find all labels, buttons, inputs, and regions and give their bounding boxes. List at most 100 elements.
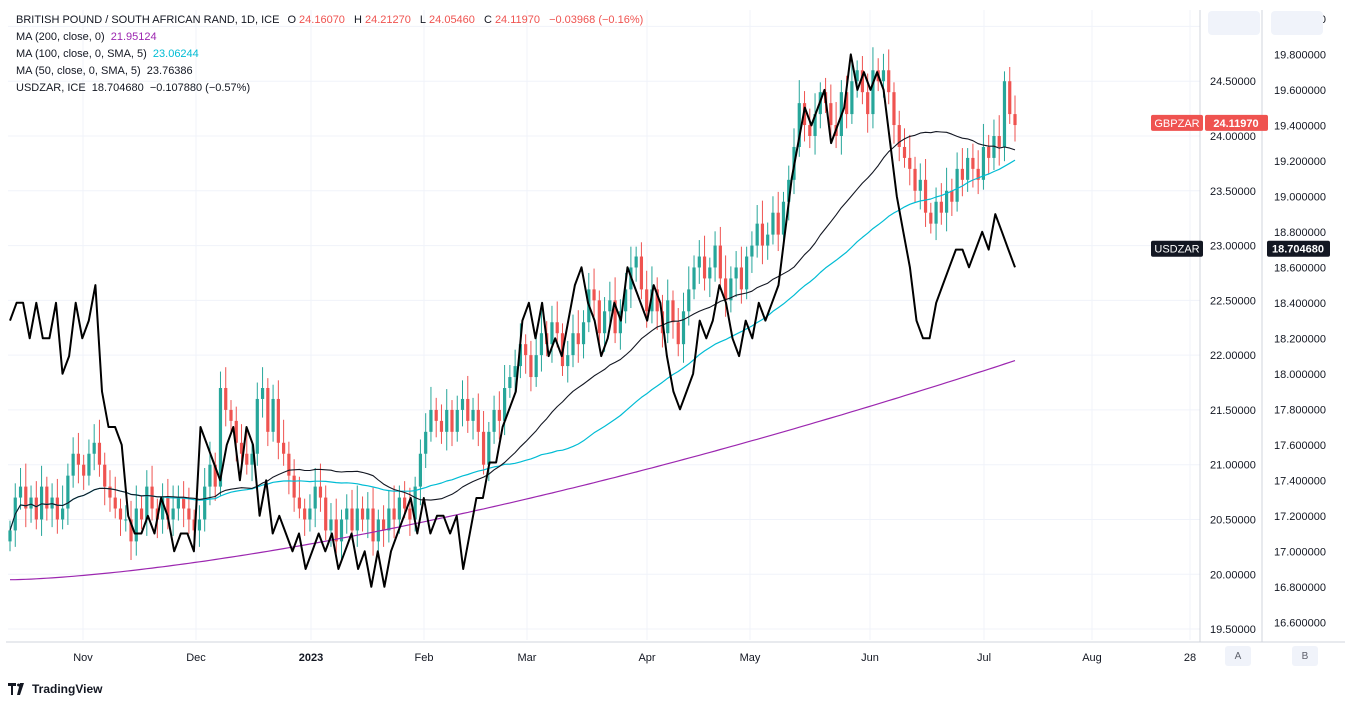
gbpzar-candle xyxy=(113,497,117,509)
gbpzar-candle xyxy=(860,70,865,93)
gbpzar-candle xyxy=(245,453,249,465)
left-tick-label: 21.50000 xyxy=(1210,405,1256,417)
gbpzar-candle xyxy=(371,508,375,542)
time-tick-label: Mar xyxy=(518,652,537,664)
tradingview-logo[interactable]: TradingView xyxy=(8,682,102,696)
gbpzar-candle xyxy=(966,157,970,180)
gbpzar-candle xyxy=(539,333,544,356)
gbpzar-candle xyxy=(334,519,338,542)
gbpzar-candle xyxy=(960,168,964,180)
gbpzar-candle xyxy=(134,508,138,542)
usdzar-series xyxy=(9,53,1016,588)
legend-open-label: O xyxy=(287,14,297,26)
gbpzar-candle xyxy=(934,201,938,224)
gbpzar-candle xyxy=(450,409,454,432)
gbpzar-candle xyxy=(745,256,749,290)
gbpzar-candle xyxy=(381,519,386,531)
gbpzar-candle xyxy=(487,431,491,465)
gbpzar-candle xyxy=(250,453,254,465)
ma200-line xyxy=(10,360,1016,581)
gbpzar-candle xyxy=(297,497,301,509)
legend-main: BRITISH POUND / SOUTH AFRICAN RAND, 1D, … xyxy=(16,12,646,29)
gbpzar-candle xyxy=(308,508,312,520)
gbpzar-candle xyxy=(666,300,670,334)
scale-b-button[interactable]: B xyxy=(1292,646,1318,666)
legend-open: 24.16070 xyxy=(299,14,345,26)
gbpzar-candle xyxy=(329,519,333,531)
gbpzar-candle xyxy=(676,322,680,345)
gbpzar-candle xyxy=(944,190,949,213)
gbpzar-candle xyxy=(350,508,354,531)
price-badge-symbol: GBPZAR xyxy=(1154,118,1199,130)
gbpzar-candle xyxy=(55,497,59,520)
gbpzar-candle xyxy=(902,146,907,158)
gbpzar-candle xyxy=(650,289,654,312)
gbpzar-candle xyxy=(92,442,96,454)
gbpzar-candle xyxy=(360,508,365,520)
time-tick-label: Feb xyxy=(415,652,434,664)
gbpzar-candle xyxy=(166,497,170,520)
gbpzar-candle xyxy=(408,508,412,520)
gbpzar-candle xyxy=(508,377,512,388)
gbpzar-candle xyxy=(892,92,896,126)
ma100-line xyxy=(9,159,1016,531)
gbpzar-candle xyxy=(923,179,928,213)
gbpzar-candle xyxy=(997,136,1001,147)
gbpzar-candle xyxy=(324,497,328,531)
gbpzar-candle xyxy=(497,409,501,421)
price-badge-symbol: USDZAR xyxy=(1154,244,1199,256)
gbpzar-candle xyxy=(160,497,165,520)
gbpzar-candle xyxy=(34,497,38,520)
moving-average-lines xyxy=(9,131,1016,581)
gbpzar-candle xyxy=(260,388,265,399)
gbpzar-candle xyxy=(139,508,144,520)
legend-usdzar-value: 18.704680 xyxy=(91,82,144,94)
price-badge-symbol-bg xyxy=(1151,114,1203,131)
gbpzar-candle xyxy=(445,409,449,432)
right-tick-label: 19.800000 xyxy=(1274,49,1326,61)
gbpzar-candle xyxy=(881,70,886,82)
gbpzar-candle xyxy=(455,409,459,432)
price-badge-value: 18.704680 xyxy=(1272,244,1324,256)
gbpzar-candle xyxy=(887,70,891,93)
gbpzar-candle xyxy=(829,103,833,126)
legend-ma50-value: 23.76386 xyxy=(146,65,193,77)
left-tick-label: 21.00000 xyxy=(1210,460,1256,472)
gbpzar-candle xyxy=(182,497,186,509)
gbpzar-candle xyxy=(503,388,507,421)
right-tick-label: 18.600000 xyxy=(1274,262,1326,274)
right-axis-settings-button[interactable] xyxy=(1271,11,1323,35)
gbpzar-candle xyxy=(355,508,359,531)
gbpzar-candle xyxy=(366,508,370,520)
gbpzar-candle xyxy=(292,475,296,498)
gbpzar-candle xyxy=(713,245,717,268)
scale-a-button[interactable]: A xyxy=(1225,646,1251,666)
gbpzar-candle xyxy=(524,344,528,356)
gbpzar-candle xyxy=(597,300,601,334)
legend-high-label: H xyxy=(354,14,362,26)
gbpzar-candle xyxy=(908,157,912,169)
right-tick-label: 19.000000 xyxy=(1274,191,1326,203)
legend-ma200-label: MA (200, close, 0) xyxy=(16,31,105,43)
price-badge-value: 24.11970 xyxy=(1213,118,1258,130)
left-tick-label: 20.50000 xyxy=(1210,514,1256,526)
gbpzar-candle xyxy=(192,519,196,531)
legend-ma50-label: MA (50, close, 0, SMA, 5) xyxy=(16,65,141,77)
left-axis-settings-button[interactable] xyxy=(1208,11,1260,35)
gbpzar-candle xyxy=(897,125,901,147)
gbpzar-candle xyxy=(471,409,475,421)
gbpzar-candle xyxy=(318,486,323,498)
legend-ma200: MA (200, close, 0) 21.95124 xyxy=(16,29,646,46)
right-tick-label: 18.800000 xyxy=(1274,227,1326,239)
gbpzar-candle xyxy=(224,388,228,410)
right-tick-label: 17.600000 xyxy=(1274,440,1326,452)
gbpzar-candle xyxy=(424,431,428,454)
gbpzar-candle xyxy=(18,486,23,498)
gbpzar-candle xyxy=(439,420,444,432)
gbpzar-candle xyxy=(681,311,686,345)
tradingview-logo-icon xyxy=(8,683,24,695)
gbpzar-candle xyxy=(755,223,759,246)
gbpzar-candle xyxy=(176,497,180,509)
gbpzar-candle xyxy=(218,388,223,487)
